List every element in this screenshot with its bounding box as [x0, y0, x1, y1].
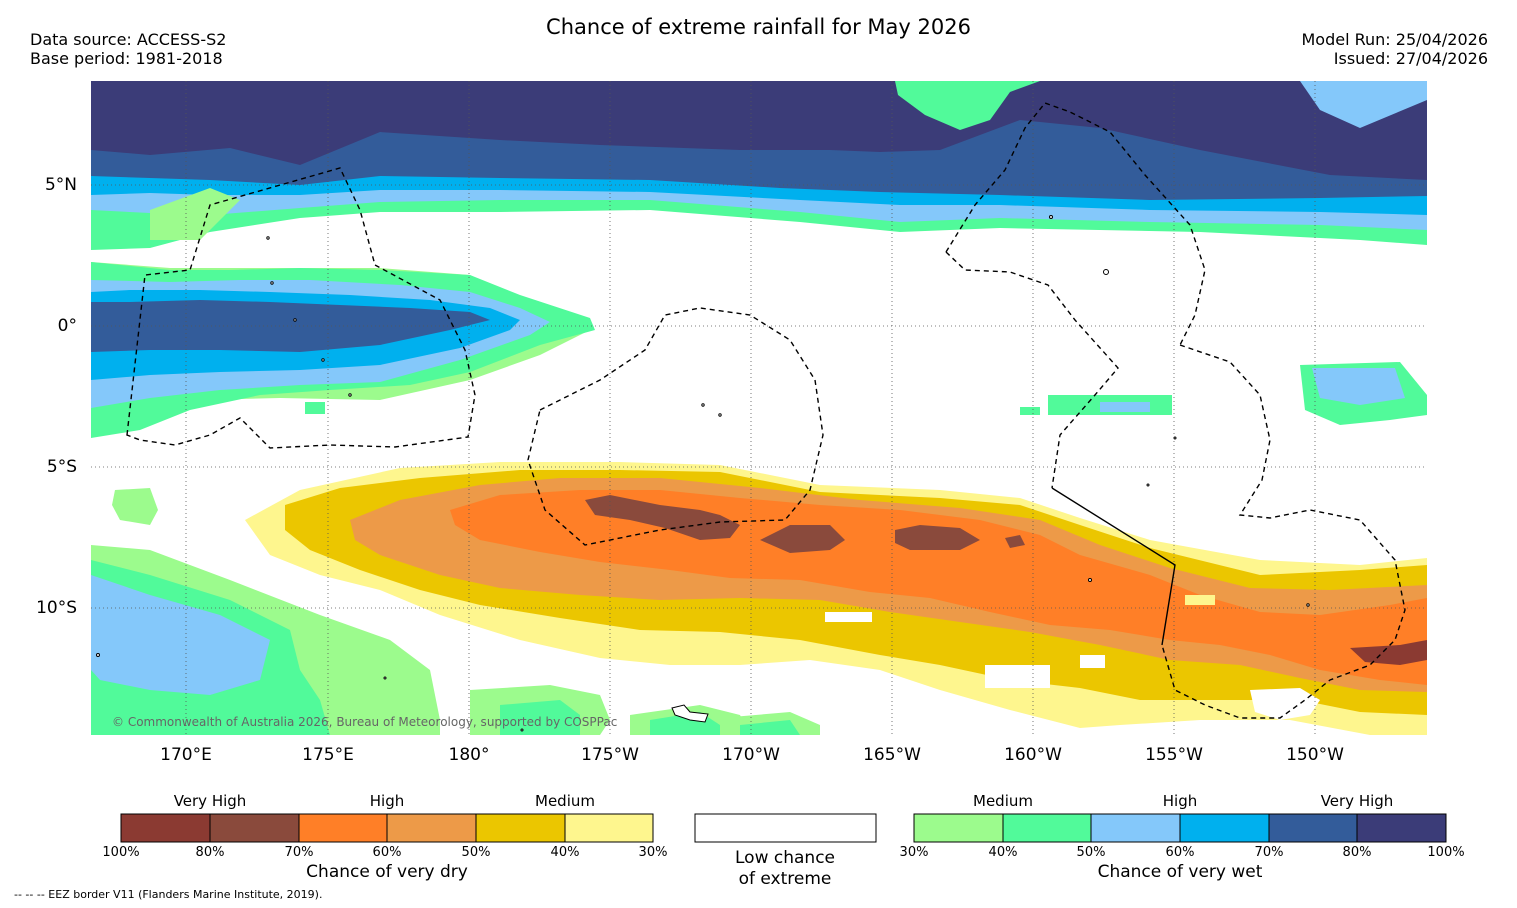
lat-label: 10°S [36, 598, 77, 618]
lat-label: 5°N [44, 175, 77, 195]
dry-colorbar [120, 813, 654, 843]
wet-pct-label: 50% [1076, 845, 1106, 860]
issued-date: Issued: 27/04/2026 [1333, 49, 1488, 68]
eez-borders [126, 102, 1406, 719]
dry-pct-label: 40% [550, 845, 580, 860]
lat-label: 0° [57, 316, 77, 336]
wet-category-high: High [1162, 792, 1198, 810]
base-period: Base period: 1981-2018 [30, 49, 223, 68]
wet-category-medium: Medium [973, 792, 1033, 810]
equatorial-wet-tongue [91, 262, 595, 438]
dry-pct-label: 100% [102, 845, 140, 860]
wet-category-very-high: Very High [1320, 792, 1394, 810]
dry-pct-label: 80% [195, 845, 225, 860]
low-chance-box [694, 813, 877, 843]
dry-legend-label: Chance of very dry [306, 862, 468, 882]
lon-label: 165°W [863, 745, 921, 765]
map-title: Chance of extreme rainfall for May 2026 [546, 15, 971, 39]
wet-pct-label: 60% [1165, 845, 1195, 860]
lon-label: 170°E [160, 745, 212, 765]
copyright-notice: © Commonwealth of Australia 2026, Bureau… [112, 715, 618, 729]
wet-legend-label: Chance of very wet [1097, 862, 1263, 882]
south-dry-band [245, 462, 1427, 735]
graticule [91, 81, 1427, 735]
dry-pct-label: 60% [372, 845, 402, 860]
dry-category-very-high: Very High [173, 792, 247, 810]
lon-label: 180° [448, 745, 490, 765]
lon-label: 155°W [1145, 745, 1203, 765]
wet-pct-label: 30% [899, 845, 929, 860]
model-run: Model Run: 25/04/2026 [1301, 30, 1489, 49]
lon-label: 175°E [302, 745, 354, 765]
southwest-wet-area [91, 488, 820, 735]
dry-category-high: High [369, 792, 405, 810]
lon-label: 170°W [722, 745, 780, 765]
dry-pct-label: 30% [638, 845, 668, 860]
dry-category-medium: Medium [535, 792, 595, 810]
lon-label: 160°W [1004, 745, 1062, 765]
eez-border-note: -- -- -- EEZ border V11 (Flanders Marine… [14, 888, 323, 901]
north-wet-band [91, 81, 1427, 250]
lat-label: 5°S [46, 457, 77, 477]
eez-solid-border [1051, 487, 1176, 646]
wet-pct-label: 80% [1342, 845, 1372, 860]
wet-pct-label: 70% [1254, 845, 1284, 860]
map-plot-area [91, 81, 1427, 735]
wet-pct-label: 100% [1427, 845, 1465, 860]
dry-pct-label: 50% [461, 845, 491, 860]
data-source: Data source: ACCESS-S2 [30, 30, 227, 49]
lon-label: 150°W [1286, 745, 1344, 765]
wet-pct-label: 40% [988, 845, 1018, 860]
low-chance-label-line1: Low chance [735, 848, 835, 868]
wet-patches-east [1020, 362, 1427, 425]
dry-pct-label: 70% [284, 845, 314, 860]
islands [96, 215, 1310, 732]
wet-colorbar [913, 813, 1447, 843]
lon-label: 175°W [581, 745, 639, 765]
low-chance-label-line2: of extreme [738, 869, 832, 889]
